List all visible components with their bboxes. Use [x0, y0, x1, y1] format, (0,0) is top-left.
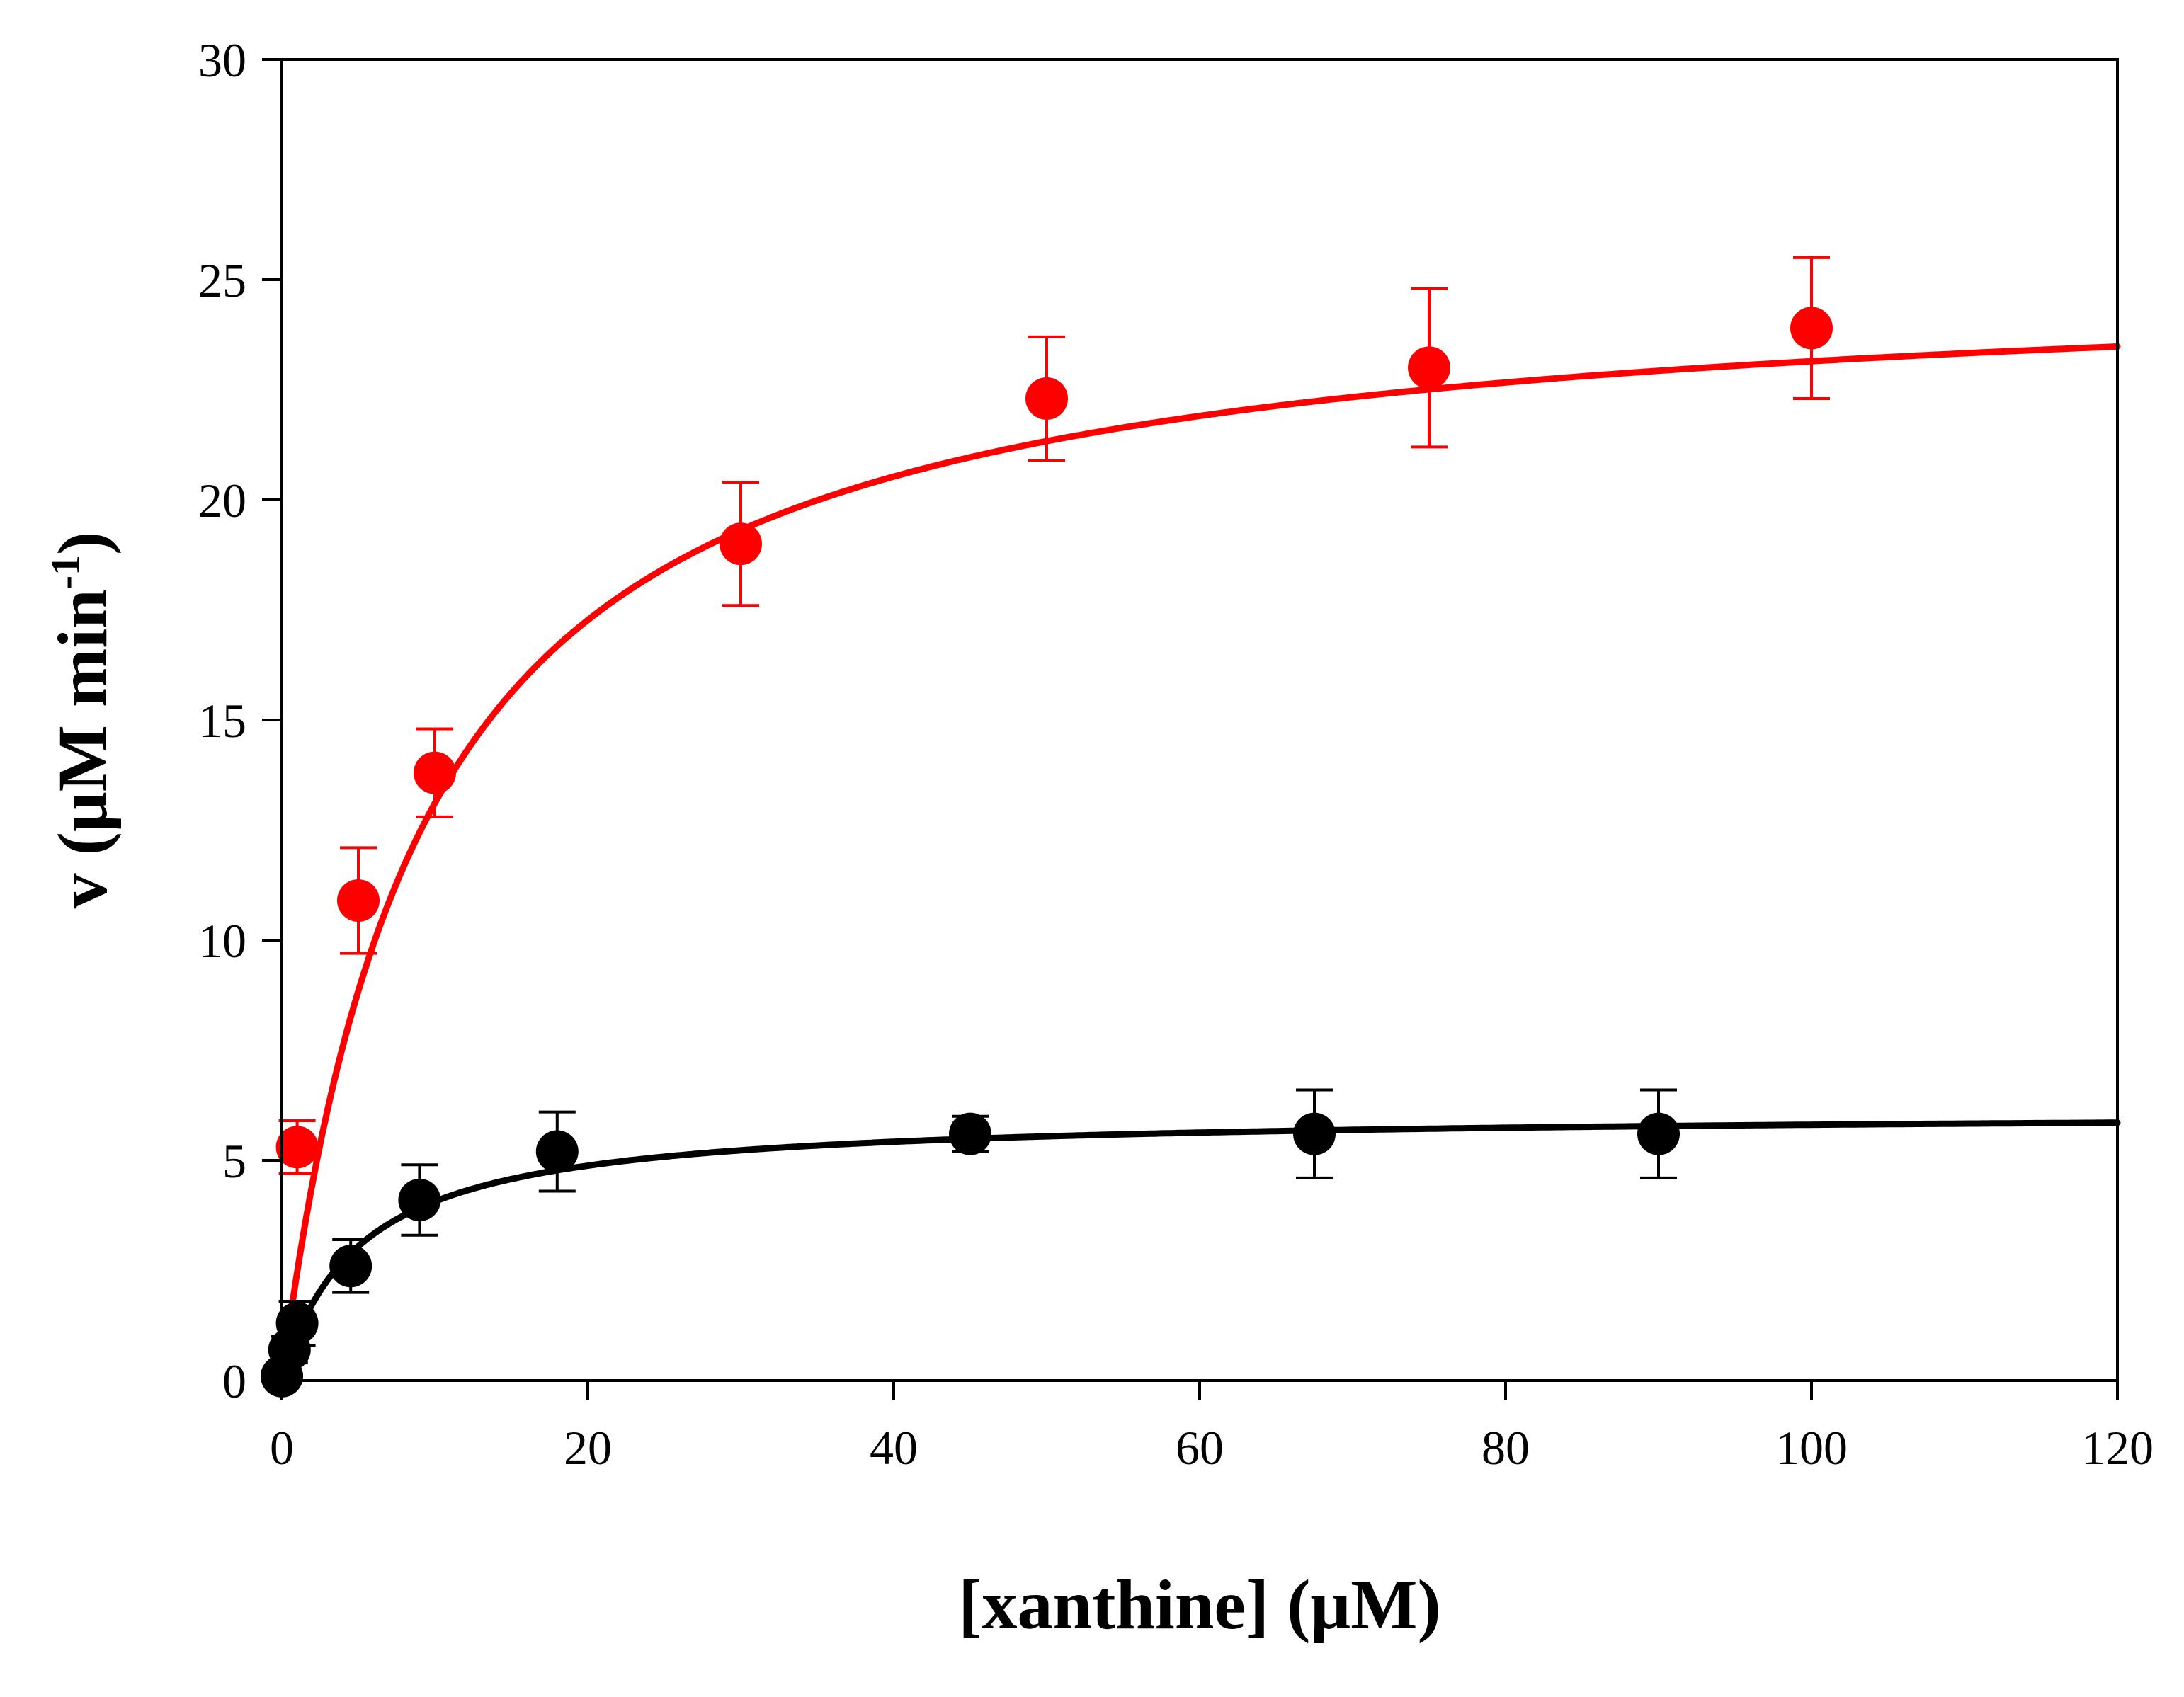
data-point-red [275, 1126, 319, 1169]
y-tick-label: 0 [222, 1354, 246, 1408]
data-point-black [1637, 1112, 1680, 1155]
y-axis-title-close: ) [43, 532, 122, 555]
data-point-red [414, 751, 456, 794]
y-tick-label: 20 [198, 474, 246, 527]
data-point-red [337, 879, 380, 922]
data-point-red [1025, 377, 1068, 420]
y-axis-ticks: 0 5 10 15 20 25 30 [198, 33, 282, 1408]
y-axis-title: v (μM min-1) [42, 532, 122, 909]
data-point-black [535, 1130, 579, 1173]
error-bars [271, 256, 1830, 1365]
y-axis-title-main: v (μM min [43, 589, 122, 908]
y-tick-label: 25 [198, 253, 246, 307]
data-point-red [1790, 307, 1833, 350]
x-tick-label: 60 [1176, 1421, 1224, 1475]
fit-curve-red [278, 343, 2121, 1384]
x-tick-label: 80 [1481, 1421, 1530, 1475]
y-tick-label: 30 [198, 33, 246, 87]
y-tick-label: 15 [198, 694, 246, 748]
data-point-red [720, 522, 762, 566]
x-tick-label: 40 [870, 1421, 918, 1475]
data-point-black [275, 1302, 319, 1345]
data-point-black [949, 1112, 991, 1155]
data-point-black [398, 1178, 441, 1221]
x-tick-label: 20 [564, 1421, 612, 1475]
x-tick-label: 0 [270, 1421, 294, 1475]
x-axis-ticks: 0 20 40 60 80 100 120 [270, 1381, 2154, 1475]
y-tick-label: 5 [222, 1134, 246, 1188]
data-point-black [329, 1245, 372, 1288]
x-tick-label: 120 [2081, 1421, 2154, 1475]
y-axis-title-superscript: -1 [42, 555, 89, 589]
data-points [261, 307, 1833, 1398]
x-tick-label: 100 [1775, 1421, 1848, 1475]
data-point-red [1408, 346, 1450, 389]
fit-curves [278, 343, 2121, 1384]
y-tick-label: 10 [198, 914, 246, 968]
x-axis-title: [xanthine] (μM) [958, 1565, 1441, 1644]
data-point-black [1293, 1112, 1336, 1155]
